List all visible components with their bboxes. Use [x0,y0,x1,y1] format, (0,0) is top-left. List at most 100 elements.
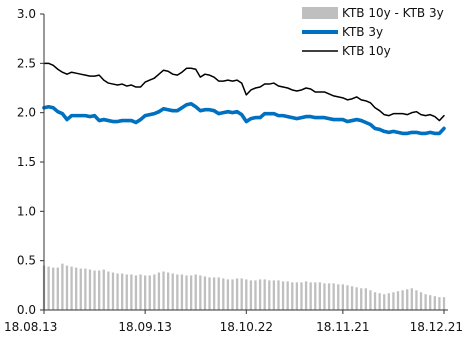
spread-bar [346,285,349,310]
spread-bar [341,284,344,310]
spread-bar [304,281,308,310]
spread-bar [180,274,184,310]
spread-bar [410,288,413,310]
spread-bar [424,294,427,310]
spread-bar [281,281,285,310]
spread-bar [185,275,188,310]
spread-bar [314,282,317,310]
spread-bar [433,296,436,310]
spread-bar [93,270,96,310]
spread-bar [199,275,202,310]
y-tick-label: 1.0 [17,204,36,218]
spread-bar [364,288,367,310]
legend: KTB 10y - KTB 3y KTB 3y KTB 10y [302,6,444,58]
spread-bar [258,279,262,310]
legend-swatch-bar [302,7,338,19]
spread-bar [350,286,354,310]
spread-bar [401,290,404,310]
spread-bar [378,293,381,310]
spread-bar [268,280,271,310]
x-tick-label: 18.12.21 [410,320,463,334]
spread-bar [70,266,73,310]
spread-bar [240,278,243,310]
spread-bar [337,284,340,310]
spread-bar [263,279,266,310]
spread-bar [309,282,312,310]
spread-bar [84,268,87,310]
spread-bar [61,263,64,310]
legend-label: KTB 10y [342,44,391,58]
y-tick-label: 2.5 [17,56,36,70]
spread-bar [406,289,409,310]
spread-bar [272,280,276,310]
legend-item-ktb-10y: KTB 10y [302,44,391,58]
spread-bar [98,270,101,310]
spread-bar [171,273,174,310]
legend-label: KTB 10y - KTB 3y [342,6,444,20]
spread-bars [42,263,446,310]
spread-bar [116,273,119,310]
spread-bar [56,267,59,310]
spread-bar [162,271,165,310]
spread-bar [208,277,211,310]
spread-bar [121,273,124,310]
spread-bar [392,292,395,310]
spread-bar [217,277,220,310]
spread-bar [111,272,115,310]
x-tick-label: 18.08.13 [4,320,57,334]
spread-bar [166,272,170,310]
spread-bar [134,275,138,310]
ktb-10y-line [43,62,445,122]
legend-label: KTB 3y [342,25,383,39]
spread-bar [235,278,239,310]
spread-bar [360,288,363,310]
spread-bar [396,291,400,310]
y-tick-label: 0.5 [17,254,36,268]
spread-bar [442,297,446,310]
spread-bar [194,274,197,310]
spread-bar [222,278,225,310]
spread-bar [245,279,248,310]
spread-bar [153,274,156,310]
spread-bar [300,282,303,310]
y-tick-label: 1.5 [17,155,36,169]
x-tick-label: 18.09.13 [118,320,171,334]
y-tick-label: 0.0 [17,303,36,317]
spread-bar [419,292,423,310]
spread-bar [107,271,110,310]
spread-bar [189,275,193,310]
spread-bar [65,265,69,310]
spread-bar [318,282,322,310]
spread-bar [148,275,151,310]
spread-bar [383,294,386,310]
spread-bar [355,287,358,310]
series-lines [42,62,446,136]
spread-bar [415,290,418,310]
spread-bar [291,282,294,310]
y-tick-label: 2.0 [17,106,36,120]
spread-bar [231,279,234,310]
spread-bar [47,266,50,310]
x-tick-label: 18.11.21 [316,320,369,334]
spread-bar [295,282,299,310]
spread-bar [79,268,82,310]
spread-bar [226,279,230,310]
spread-bar [373,292,377,310]
spread-bar [369,290,372,310]
spread-bar [102,269,105,310]
spread-bar [332,283,335,310]
spread-bar [254,280,257,310]
spread-bar [387,293,390,310]
spread-bar [438,297,441,310]
legend-item-ktb-3y: KTB 3y [302,25,383,39]
spread-bar [327,283,331,310]
spread-bar [203,276,207,310]
spread-bar [144,275,147,310]
spread-bar [277,280,280,310]
ktb-3y-line [42,101,446,136]
spread-bar [157,272,161,310]
spread-bar [176,274,179,310]
x-tick-label: 18.10.22 [220,320,273,334]
